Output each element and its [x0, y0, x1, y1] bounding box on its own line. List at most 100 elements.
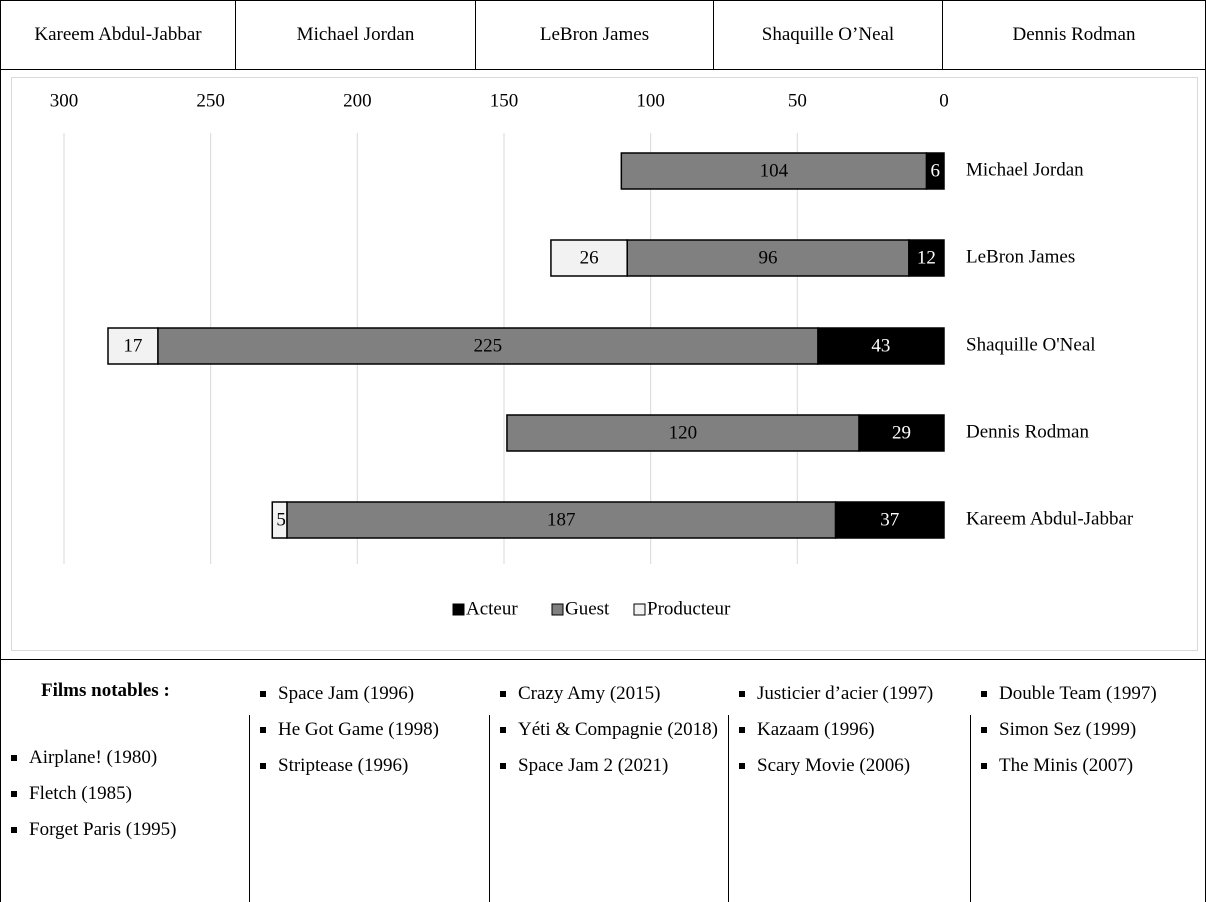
- bullet-icon: [981, 727, 987, 733]
- films-column-4: Double Team (1997) Simon Sez (1999) The Mi…: [970, 683, 1206, 902]
- x-tick-label-50: 50: [788, 90, 807, 111]
- x-tick-label-250: 250: [196, 90, 225, 111]
- bullet-icon: [260, 763, 266, 769]
- film-title: Crazy Amy (2015): [518, 683, 661, 704]
- bullet-icon: [260, 727, 266, 733]
- bullet-icon: [739, 763, 745, 769]
- bar-producteur-1: [550, 239, 628, 277]
- category-label-3: Dennis Rodman: [966, 421, 1089, 442]
- chart-region: 300 250 200 150 100 50 0 6 104 Michael Jordan 12 96…: [0, 70, 1206, 660]
- data-label-producteur-1: 26: [580, 247, 599, 268]
- bar-guest-0: [620, 152, 928, 190]
- category-label-0: Michael Jordan: [966, 159, 1084, 180]
- data-label-guest-0: 104: [760, 160, 789, 181]
- bullet-icon: [739, 727, 745, 733]
- bar-producteur-4: [271, 501, 288, 539]
- data-label-acteur-1: 12: [917, 247, 936, 268]
- data-label-guest-1: 96: [759, 247, 778, 268]
- data-label-acteur-3: 29: [892, 422, 911, 443]
- bar-acteur-4: [834, 501, 945, 539]
- legend-label-acteur: Acteur: [466, 598, 518, 619]
- film-item: Airplane! (1980): [1, 747, 245, 769]
- x-tick-label-0: 0: [939, 90, 949, 111]
- film-item: Kazaam (1996): [729, 719, 966, 741]
- film-item: Yéti & Compagnie (2018): [490, 719, 724, 741]
- bar-guest-1: [626, 239, 910, 277]
- film-item: Justicier d’acier (1997): [729, 683, 966, 705]
- category-label-4: Kareem Abdul-Jabbar: [966, 508, 1134, 529]
- film-title: Striptease (1996): [278, 755, 409, 776]
- data-label-guest-4: 187: [547, 509, 576, 530]
- player-header-row: Kareem Abdul-Jabbar Michael Jordan LeBron …: [0, 0, 1206, 70]
- data-label-acteur-4: 37: [880, 509, 899, 530]
- bullet-icon: [260, 691, 266, 697]
- film-item: Simon Sez (1999): [971, 719, 1202, 741]
- data-label-acteur-0: 6: [930, 160, 940, 181]
- film-item: The Minis (2007): [971, 755, 1202, 777]
- bar-guest-3: [506, 414, 860, 452]
- film-title: The Minis (2007): [999, 755, 1134, 776]
- bullet-icon: [11, 755, 17, 761]
- bar-acteur-2: [817, 327, 945, 365]
- chart-frame: 300 250 200 150 100 50 0 6 104 Michael Jordan 12 96…: [11, 77, 1198, 651]
- film-item: Scary Movie (2006): [729, 755, 966, 777]
- film-title: He Got Game (1998): [278, 719, 439, 740]
- film-title: Space Jam 2 (2021): [518, 755, 669, 776]
- x-tick-label-200: 200: [343, 90, 372, 111]
- film-title: Double Team (1997): [999, 683, 1157, 704]
- film-title: Airplane! (1980): [29, 747, 158, 768]
- data-label-guest-3: 120: [669, 422, 698, 443]
- legend-label-guest: Guest: [565, 598, 610, 619]
- bar-acteur-3: [858, 414, 945, 452]
- bar-producteur-2: [107, 327, 159, 365]
- film-item: Space Jam (1996): [250, 683, 485, 705]
- bullet-icon: [981, 763, 987, 769]
- film-item: Crazy Amy (2015): [490, 683, 724, 705]
- films-column-0: Airplane! (1980) Fletch (1985) Forget Pari…: [1, 715, 249, 902]
- data-label-acteur-2: 43: [871, 335, 890, 356]
- film-item: Double Team (1997): [971, 683, 1202, 705]
- film-title: Yéti & Compagnie (2018): [518, 719, 718, 740]
- films-column-3: Justicier d’acier (1997) Kazaam (1996) Sca…: [728, 683, 970, 902]
- films-column-1: Space Jam (1996) He Got Game (1998) Stript…: [249, 683, 489, 902]
- data-label-producteur-4: 5: [276, 509, 286, 530]
- x-tick-label-300: 300: [50, 90, 79, 111]
- legend-swatch-producteur: [633, 603, 646, 616]
- film-item: He Got Game (1998): [250, 719, 485, 741]
- bullet-icon: [11, 827, 17, 833]
- films-title: Films notables :: [41, 680, 170, 701]
- film-title: Kazaam (1996): [757, 719, 875, 740]
- films-list: Double Team (1997) Simon Sez (1999) The Mi…: [971, 683, 1202, 791]
- film-title: Forget Paris (1995): [29, 819, 177, 840]
- bullet-icon: [500, 691, 506, 697]
- films-list: Justicier d’acier (1997) Kazaam (1996) Sca…: [729, 683, 966, 791]
- header-player-2: LeBron James: [475, 1, 713, 69]
- legend-label-producteur: Producteur: [647, 598, 731, 619]
- notable-films-section: Films notables : Airplane! (1980) Fletch …: [0, 660, 1206, 902]
- bullet-icon: [981, 691, 987, 697]
- film-title: Simon Sez (1999): [999, 719, 1137, 740]
- films-column-2: Crazy Amy (2015) Yéti & Compagnie (2018) S…: [489, 683, 728, 902]
- stacked-bar-chart: 300 250 200 150 100 50 0 6 104 Michael Jordan 12 96…: [50, 90, 1134, 619]
- header-player-0: Kareem Abdul-Jabbar: [0, 1, 235, 69]
- films-list: Airplane! (1980) Fletch (1985) Forget Pari…: [1, 747, 245, 855]
- data-label-producteur-2: 17: [123, 335, 142, 356]
- bullet-icon: [500, 727, 506, 733]
- film-item: Space Jam 2 (2021): [490, 755, 724, 777]
- bullet-icon: [500, 763, 506, 769]
- header-player-4: Dennis Rodman: [942, 1, 1206, 69]
- category-label-2: Shaquille O'Neal: [966, 334, 1096, 355]
- header-player-3: Shaquille O’Neal: [713, 1, 942, 69]
- x-tick-label-150: 150: [490, 90, 519, 111]
- x-tick-label-100: 100: [636, 90, 665, 111]
- header-player-1: Michael Jordan: [235, 1, 475, 69]
- category-label-1: LeBron James: [966, 246, 1075, 267]
- films-list: Space Jam (1996) He Got Game (1998) Stript…: [250, 683, 485, 791]
- bar-guest-4: [286, 501, 837, 539]
- bullet-icon: [11, 791, 17, 797]
- film-title: Scary Movie (2006): [757, 755, 911, 776]
- film-title: Justicier d’acier (1997): [757, 683, 934, 704]
- legend-swatch-acteur: [452, 603, 465, 616]
- bullet-icon: [739, 691, 745, 697]
- film-item: Fletch (1985): [1, 783, 245, 805]
